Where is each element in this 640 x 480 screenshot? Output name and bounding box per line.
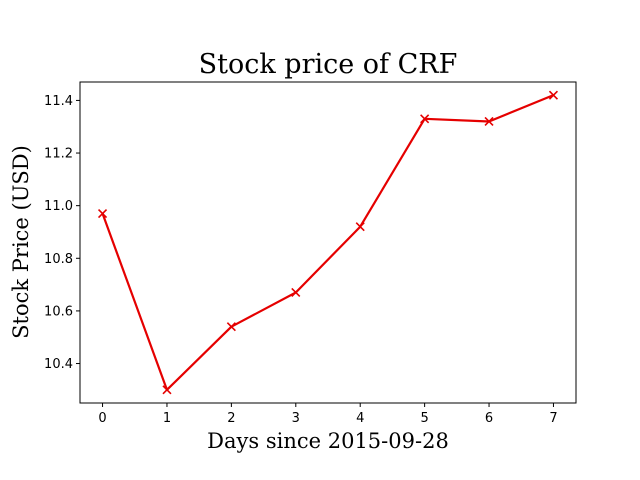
data-point-marker bbox=[162, 385, 172, 395]
data-point-marker bbox=[484, 116, 494, 127]
y-tick-label: 11.0 bbox=[44, 199, 73, 214]
data-point-marker bbox=[548, 90, 559, 100]
ticks-layer: 0 1 2 3 4 5 6 7 10.4 10.6 10.8 11.0 11.2 11.4 bbox=[44, 94, 558, 426]
y-axis-label: Stock Price (USD) bbox=[9, 145, 33, 339]
series-layer bbox=[97, 90, 559, 395]
y-tick-label: 11.2 bbox=[44, 147, 73, 162]
series-line bbox=[101, 94, 554, 391]
y-tick-label: 10.6 bbox=[44, 304, 73, 319]
marker-stroke bbox=[97, 208, 108, 219]
x-tick-label: 1 bbox=[163, 411, 171, 426]
x-tick-label: 3 bbox=[292, 411, 300, 426]
marker-stroke bbox=[291, 287, 301, 298]
x-tick-label: 7 bbox=[549, 411, 557, 426]
x-tick-label: 6 bbox=[485, 411, 493, 426]
x-tick-label: 2 bbox=[227, 411, 235, 426]
marker-stroke bbox=[226, 322, 236, 332]
data-point-marker bbox=[97, 208, 108, 219]
plot-frame bbox=[79, 81, 577, 404]
chart-title: Stock price of CRF bbox=[199, 49, 458, 80]
y-tick-label: 11.4 bbox=[44, 94, 73, 109]
data-point-marker bbox=[291, 287, 301, 298]
marker-stroke bbox=[420, 114, 430, 124]
x-tick-label: 0 bbox=[98, 411, 106, 426]
x-axis-label: Days since 2015-09-28 bbox=[207, 429, 449, 453]
y-tick-label: 10.8 bbox=[44, 252, 73, 267]
marker-stroke bbox=[484, 116, 494, 127]
marker-stroke bbox=[548, 90, 559, 100]
x-tick-label: 4 bbox=[356, 411, 364, 426]
marker-stroke bbox=[162, 385, 172, 395]
data-point-marker bbox=[355, 222, 365, 232]
data-point-marker bbox=[226, 322, 236, 332]
marker-stroke bbox=[355, 222, 365, 232]
y-tick-label: 10.4 bbox=[44, 357, 73, 372]
x-tick-label: 5 bbox=[420, 411, 428, 426]
data-point-marker bbox=[420, 114, 430, 124]
